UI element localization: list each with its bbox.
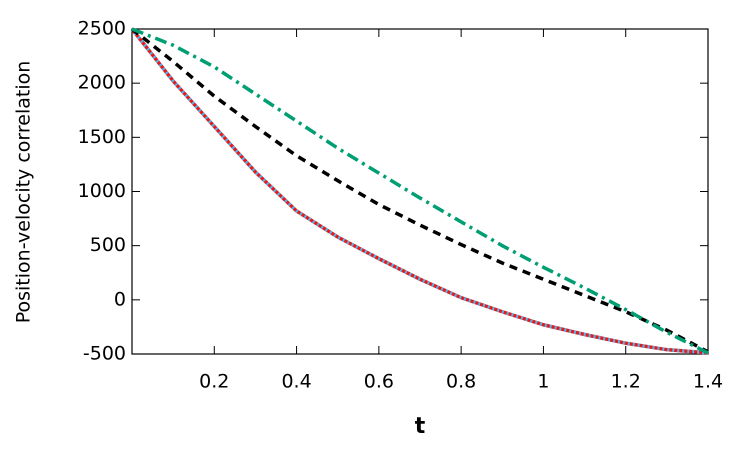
y-tick-label: 2500 xyxy=(78,18,126,40)
y-tick-label: 2000 xyxy=(78,72,126,94)
series-line xyxy=(131,27,709,355)
y-axis-label: Position-velocity correlation xyxy=(13,61,35,324)
y-tick-label: 500 xyxy=(90,234,126,256)
x-tick-label: 0.4 xyxy=(281,371,311,393)
y-tick-label: 1000 xyxy=(78,180,126,202)
y-tick-label: 1500 xyxy=(78,126,126,148)
series-line xyxy=(130,27,709,355)
x-tick-label: 1.4 xyxy=(693,371,723,393)
x-tick-label: 0.2 xyxy=(199,371,229,393)
x-tick-label: 1 xyxy=(537,371,549,393)
y-tick-label: -500 xyxy=(83,343,126,365)
x-tick-label: 0.8 xyxy=(446,371,476,393)
x-tick-label: 1.2 xyxy=(611,371,641,393)
x-axis-label: t xyxy=(415,414,426,439)
x-tick-label: 0.6 xyxy=(364,371,394,393)
plot-frame xyxy=(131,28,709,355)
series-line xyxy=(130,27,709,355)
y-tick-label: 0 xyxy=(114,288,126,310)
series-line xyxy=(130,27,709,354)
